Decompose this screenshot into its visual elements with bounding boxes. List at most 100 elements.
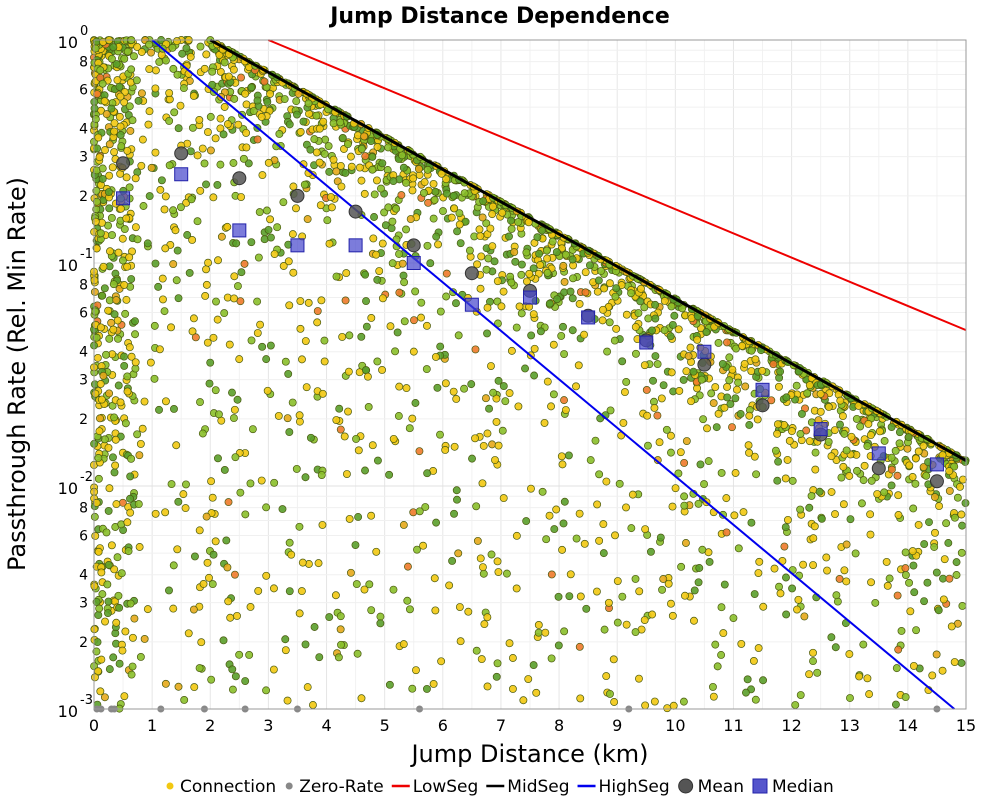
connection-point [483,303,492,312]
connection-point [827,633,836,642]
connection-point [494,568,503,577]
connection-point [833,597,842,606]
connection-point [116,92,125,101]
connection-point [292,204,300,213]
mean-marker [232,171,247,186]
connection-point [471,434,480,443]
connection-point [957,659,966,667]
connection-point [920,597,929,606]
connection-point [593,500,602,509]
connection-point [711,383,720,392]
connection-point [367,606,376,615]
connection-point [347,162,356,171]
connection-point [373,275,382,284]
connection-point [145,107,154,116]
connection-point [263,97,272,106]
connection-point [935,502,944,511]
connection-point [196,186,205,195]
connection-point [258,342,267,351]
connection-point [720,403,729,412]
connection-point [131,358,140,367]
connection-point [161,397,170,406]
connection-point [131,317,139,326]
connection-point [429,179,438,188]
y-minor-tick-label: 8 [79,55,88,71]
connection-point [165,161,174,170]
connection-point [723,393,732,402]
connection-point [403,596,412,605]
connection-point [847,432,856,441]
connection-point [731,469,740,477]
connection-point [720,580,729,589]
connection-point [289,268,298,277]
connection-point [885,574,894,583]
connection-point [759,602,768,611]
connection-point [817,514,826,523]
connection-point [522,248,531,257]
connection-point [120,361,129,370]
connection-point [497,302,506,311]
connection-point [783,455,792,464]
y-minor-tick-label: 4 [79,568,88,584]
connection-point [96,380,105,388]
connection-point [337,182,346,191]
connection-point [726,400,735,409]
connection-point [122,295,131,304]
connection-point [362,366,370,375]
connection-point [923,578,932,587]
connection-point [442,175,451,184]
connection-point [140,635,149,643]
connection-point [411,287,420,296]
x-tick-label: 3 [263,716,273,735]
connection-point [744,441,753,450]
connection-point [423,321,431,330]
connection-point [355,163,364,172]
connection-point [476,284,485,293]
connection-point [229,414,238,423]
connection-point [178,49,187,58]
connection-point [93,90,102,99]
connection-point [499,287,508,296]
connection-point [606,406,615,415]
legend-item: MidSeg [486,777,570,797]
connection-point [324,142,333,150]
connection-point [758,366,767,375]
connection-point [285,301,294,310]
connection-point [483,613,492,622]
connection-point [144,120,153,129]
connection-point [237,268,246,277]
x-tick-label: 15 [956,716,976,735]
connection-point [836,396,845,405]
connection-point [572,534,581,543]
connection-point [105,140,114,149]
connection-point [138,424,147,433]
connection-point [693,335,702,344]
connection-point [831,510,839,519]
y-tick-label: 10 [58,702,78,721]
connection-point [722,528,731,537]
connection-point [357,144,366,153]
connection-point [297,587,306,596]
connection-point [519,696,528,705]
connection-point [123,47,132,56]
connection-point [816,390,825,398]
connection-point [554,592,563,601]
connection-point [780,542,789,551]
connection-point [233,611,241,620]
connection-point [202,50,211,59]
connection-point [212,297,220,306]
connection-point [767,396,776,405]
x-axis-label: Jump Distance (km) [409,740,648,768]
connection-point [191,333,200,342]
connection-point [133,235,142,244]
connection-point [708,682,717,691]
connection-point [110,119,119,128]
connection-point [92,186,101,195]
connection-point [161,679,170,688]
connection-point [203,558,212,567]
connection-point [754,569,763,577]
connection-point [187,195,196,204]
connection-point [725,376,734,385]
connection-point [487,550,496,559]
connection-point [586,456,595,465]
